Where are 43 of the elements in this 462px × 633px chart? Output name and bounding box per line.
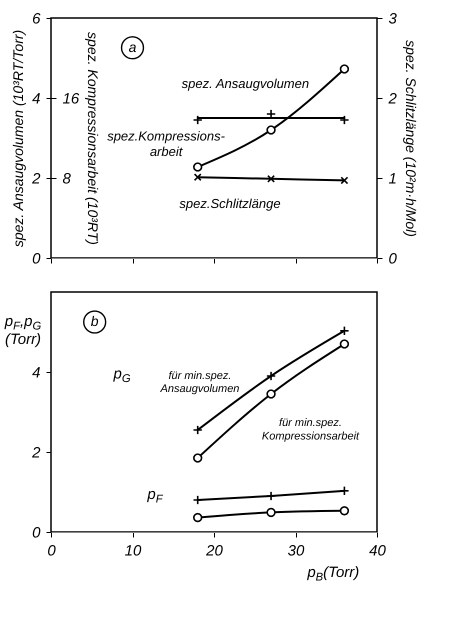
point — [339, 486, 350, 496]
annotation: spez.Schlitzlänge — [179, 196, 281, 211]
y-tick-label: 6 — [32, 10, 42, 28]
point — [266, 508, 276, 518]
annotation: für min.spez. Ansaugvolumen — [160, 370, 240, 396]
y-tick-label: 4 — [32, 364, 40, 382]
x-tick-label: 0 — [47, 542, 56, 560]
y3-tick-label: 1 — [388, 170, 397, 188]
y3-tick-label: 3 — [388, 10, 398, 28]
y3-tick-label: 2 — [388, 90, 398, 108]
y-tick-label: 4 — [32, 90, 40, 108]
point — [266, 389, 276, 399]
point — [193, 512, 202, 522]
point — [266, 371, 276, 381]
annotation: spez.Kompressions- arbeit — [107, 128, 226, 160]
annotation: für min.spez. Kompressionsarbeit — [262, 417, 360, 442]
point — [192, 495, 203, 505]
point — [339, 326, 350, 336]
point — [340, 64, 350, 74]
x-tick-label: 20 — [205, 542, 224, 560]
point — [340, 506, 350, 516]
y-tick-label: 2 — [31, 170, 42, 188]
point — [340, 339, 350, 349]
point — [193, 453, 202, 463]
point — [193, 162, 202, 172]
x-tick-label: 40 — [369, 542, 386, 560]
x-tick-label: 10 — [124, 542, 142, 560]
point — [192, 425, 203, 435]
y-tick-label: 0 — [32, 250, 42, 268]
annotation: spez. Ansaugvolumen — [182, 76, 310, 91]
point — [266, 491, 276, 501]
y3-axis-title: spez. Schlitzlänge (10²m·h/Mol) — [402, 40, 419, 237]
y-tick-label: 2 — [31, 444, 42, 462]
point — [266, 125, 276, 135]
y3-tick-label: 0 — [388, 250, 398, 268]
y-axis-title: spez. Ansaugvolumen (10³RT/Torr) — [10, 30, 26, 248]
x-tick-label: 30 — [288, 542, 305, 560]
y2-tick-label: 8 — [62, 170, 72, 188]
y2-tick-label: 16 — [62, 90, 80, 108]
y-tick-label: 0 — [32, 524, 42, 542]
annotation: b — [90, 313, 99, 329]
annotation: a — [128, 38, 137, 55]
y2-axis-title: spez. Kompressionsarbeit (10³RT) — [85, 32, 102, 245]
